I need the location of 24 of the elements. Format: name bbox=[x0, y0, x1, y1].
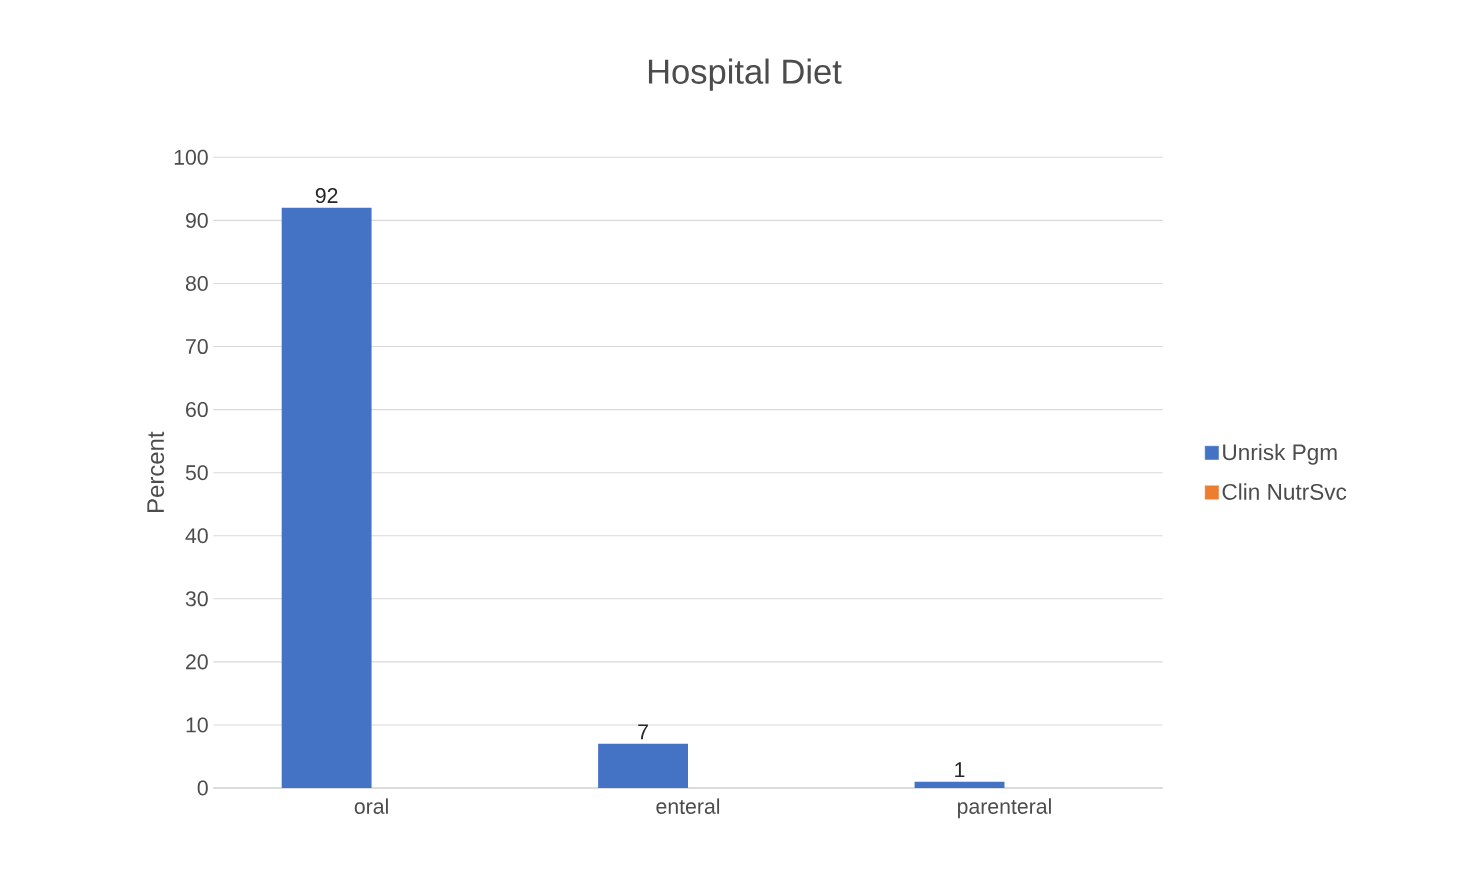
y-tick-label: 50 bbox=[185, 465, 208, 481]
y-tick-label: 20 bbox=[186, 654, 208, 670]
data-label: 7 bbox=[638, 724, 648, 740]
y-tick-label: 70 bbox=[186, 339, 208, 355]
data-label: 1 bbox=[955, 762, 965, 777]
y-tick-label: 30 bbox=[185, 591, 208, 607]
y-tick-label: 40 bbox=[185, 528, 208, 544]
bar bbox=[914, 781, 1005, 788]
y-tick-label: 10 bbox=[186, 717, 208, 733]
y-tick-label: 0 bbox=[197, 780, 208, 796]
y-tick-label: 60 bbox=[186, 402, 208, 418]
x-tick-label: oral bbox=[354, 798, 388, 814]
x-tick-label: enteral bbox=[656, 798, 720, 814]
chart-title: Hospital Diet bbox=[648, 58, 842, 91]
data-label: 92 bbox=[315, 188, 338, 204]
y-tick-label: 90 bbox=[186, 212, 208, 228]
y-tick-label: 100 bbox=[174, 149, 208, 165]
y-axis-title: Percent bbox=[147, 431, 165, 512]
bar bbox=[598, 743, 689, 788]
y-tick-label: 80 bbox=[185, 275, 208, 291]
bar bbox=[281, 207, 372, 788]
legend-label: Unrisk Pgm bbox=[1223, 443, 1337, 465]
x-tick-label: parenteral bbox=[957, 798, 1051, 819]
legend-label: Clin NutrSvc bbox=[1222, 483, 1347, 500]
